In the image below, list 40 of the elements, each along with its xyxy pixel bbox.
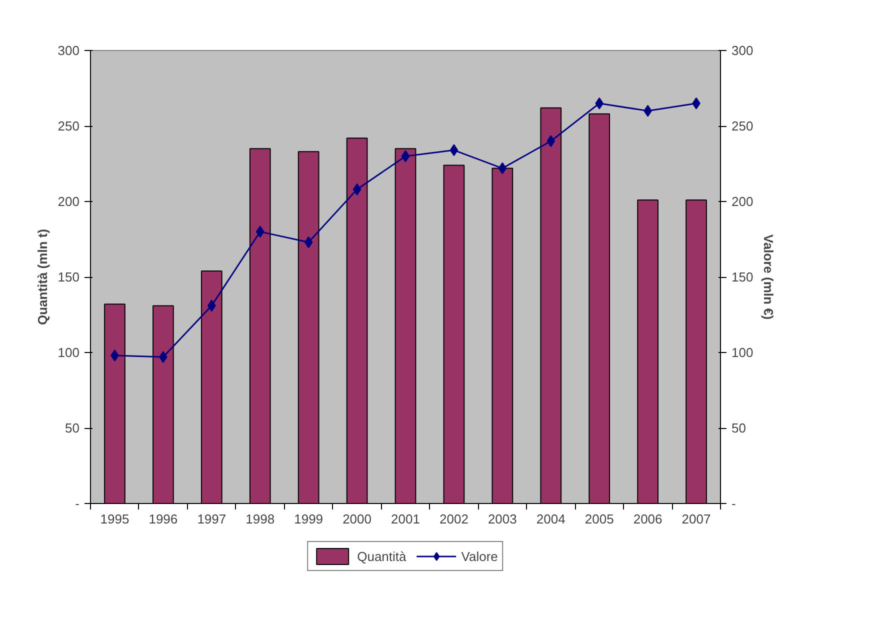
point	[546, 135, 556, 148]
y-tick-label: 150	[58, 270, 80, 284]
y-tick-label: 250	[58, 118, 80, 134]
y2-tick-label: 50	[732, 420, 746, 436]
x-tick-label: 1997	[197, 512, 226, 526]
y2-tick-label: 100	[732, 345, 754, 360]
y2-tick-label: 150	[732, 270, 754, 284]
y-tick-label: 200	[58, 194, 80, 209]
x-tick-label: 2001	[391, 512, 420, 526]
point	[498, 162, 507, 174]
point	[207, 300, 216, 312]
legend-label: Valore	[461, 548, 498, 564]
x-tick-label: 1995	[100, 512, 130, 526]
y2-tick-label: 250	[732, 118, 754, 134]
y-tick-label: 100	[58, 345, 80, 360]
y2-axis-title: Valore (mln €)	[761, 234, 776, 320]
x-tick-label: 2007	[682, 512, 711, 526]
x-tick-label: 2000	[342, 512, 372, 526]
y-tick-label: 300	[58, 43, 80, 58]
point	[595, 97, 604, 110]
y-tick-label: -	[75, 496, 80, 511]
point	[256, 226, 264, 238]
y2-tick-label: 200	[732, 194, 754, 209]
y2-tick-label: -	[732, 496, 736, 511]
x-tick-label: 2005	[584, 512, 614, 526]
x-tick-label: 2006	[633, 512, 662, 526]
point	[304, 236, 313, 248]
x-tick-label: 2003	[488, 512, 517, 526]
point	[401, 150, 410, 162]
y2-tick-label: 300	[732, 43, 754, 58]
x-tick-label: 1999	[294, 512, 324, 526]
y-tick-label: 50	[65, 420, 80, 436]
point	[450, 144, 458, 156]
y-axis-title: Quantità (mln t)	[34, 228, 50, 326]
legend-label: Quantità	[357, 548, 406, 564]
x-tick-label: 1998	[246, 512, 275, 526]
x-tick-label: 1996	[148, 512, 178, 526]
x-tick-label: 2002	[440, 512, 468, 526]
x-tick-label: 2004	[536, 512, 566, 526]
point	[352, 183, 362, 196]
